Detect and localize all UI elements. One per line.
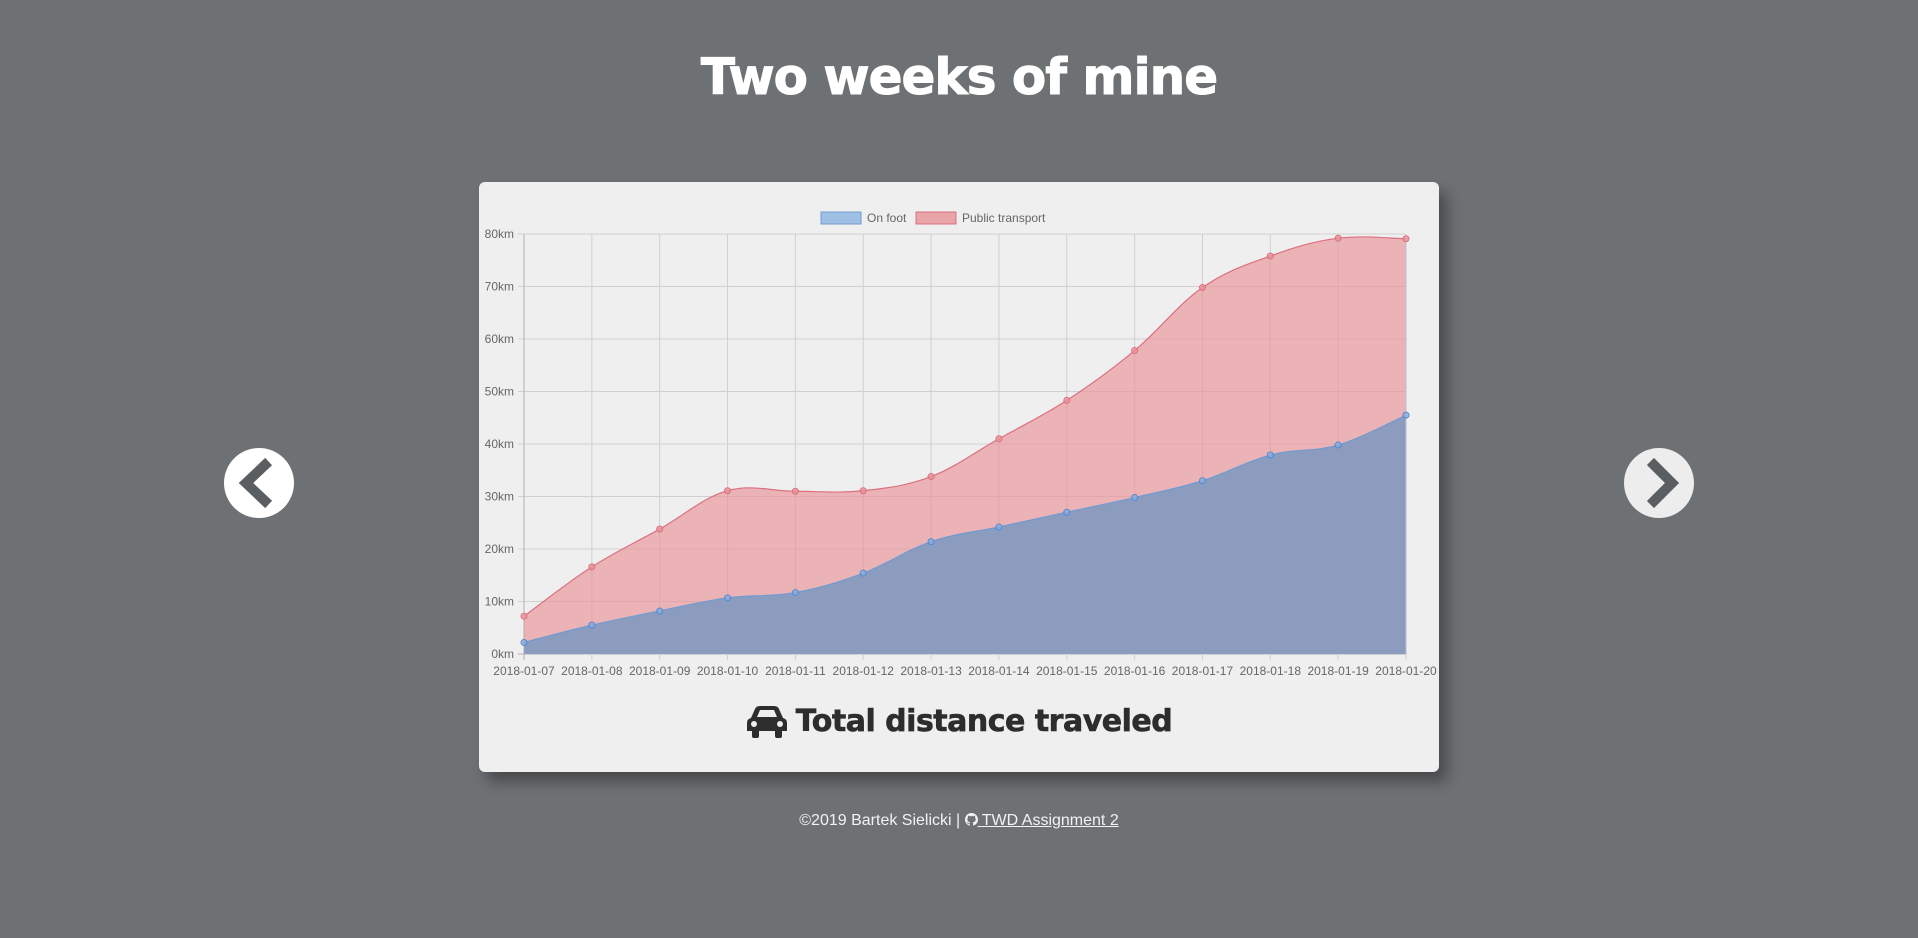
github-icon xyxy=(964,813,978,826)
x-tick-label: 2018-01-09 xyxy=(629,664,691,678)
x-tick-label: 2018-01-19 xyxy=(1307,664,1369,678)
chevron-right-icon xyxy=(1646,457,1680,509)
data-point-on-foot xyxy=(724,594,732,602)
x-tick-label: 2018-01-07 xyxy=(493,664,555,678)
data-point-on-foot xyxy=(927,538,935,546)
data-point-on-foot xyxy=(1063,508,1071,516)
data-point-public-transport xyxy=(1402,235,1410,243)
x-tick-label: 2018-01-14 xyxy=(968,664,1030,678)
y-tick-label: 10km xyxy=(485,595,514,609)
footer-repo-link[interactable]: TWD Assignment 2 xyxy=(964,812,1119,829)
x-tick-label: 2018-01-18 xyxy=(1240,664,1302,678)
chevron-left-icon xyxy=(238,457,273,509)
data-point-on-foot xyxy=(791,589,799,597)
y-tick-label: 30km xyxy=(485,490,514,504)
chart-legend: On foot Public transport xyxy=(820,211,1046,225)
data-point-public-transport xyxy=(724,487,732,495)
x-tick-label: 2018-01-08 xyxy=(561,664,623,678)
data-point-public-transport xyxy=(1198,284,1206,292)
data-point-public-transport xyxy=(1334,234,1342,242)
data-point-public-transport xyxy=(1063,396,1071,404)
data-point-public-transport xyxy=(859,487,867,495)
data-point-public-transport xyxy=(588,563,596,571)
data-point-on-foot xyxy=(1198,477,1206,485)
chart-caption-text: Total distance traveled xyxy=(795,704,1173,740)
page-title: Two weeks of mine xyxy=(700,48,1218,107)
data-point-on-foot xyxy=(588,621,596,629)
x-tick-label: 2018-01-12 xyxy=(833,664,895,678)
next-chart-button[interactable] xyxy=(1624,448,1694,518)
car-icon xyxy=(746,706,787,738)
data-point-on-foot xyxy=(859,569,867,577)
data-point-public-transport xyxy=(656,525,664,533)
data-point-on-foot xyxy=(520,638,528,646)
data-point-on-foot xyxy=(1131,494,1139,502)
data-point-on-foot xyxy=(1334,441,1342,449)
x-tick-label: 2018-01-17 xyxy=(1172,664,1234,678)
y-tick-label: 50km xyxy=(485,385,514,399)
x-tick-label: 2018-01-15 xyxy=(1036,664,1098,678)
series-line-on-foot xyxy=(523,414,1407,644)
footer-repo-link-text: TWD Assignment 2 xyxy=(981,812,1119,829)
x-tick-label: 2018-01-20 xyxy=(1375,664,1437,678)
y-tick-label: 40km xyxy=(485,437,514,451)
y-tick-label: 70km xyxy=(485,280,514,294)
data-point-on-foot xyxy=(1402,411,1410,419)
x-tick-label: 2018-01-16 xyxy=(1104,664,1166,678)
data-point-public-transport xyxy=(995,435,1003,443)
data-point-public-transport xyxy=(1266,252,1274,260)
data-point-public-transport xyxy=(791,487,799,495)
data-point-public-transport xyxy=(1131,347,1139,355)
data-point-on-foot xyxy=(656,607,664,615)
data-point-on-foot xyxy=(1266,451,1274,459)
legend-swatch xyxy=(915,211,957,225)
y-tick-label: 60km xyxy=(485,332,514,346)
x-tick-label: 2018-01-10 xyxy=(697,664,759,678)
data-point-public-transport xyxy=(520,612,528,620)
data-point-on-foot xyxy=(995,523,1003,531)
footer-copyright: ©2019 Bartek Sielicki | xyxy=(799,812,961,829)
x-tick-label: 2018-01-11 xyxy=(765,664,826,678)
legend-label: Public transport xyxy=(962,211,1046,225)
previous-chart-button[interactable] xyxy=(224,448,294,518)
footer: ©2019 Bartek Sielicki | TWD Assignment 2 xyxy=(0,811,1918,831)
legend-swatch xyxy=(820,211,862,225)
legend-label: On foot xyxy=(867,211,907,225)
distance-chart: 0km 10km 20km 30km 40km 50km 60km 70km 80km 2018-… xyxy=(485,211,1437,678)
data-point-public-transport xyxy=(927,473,935,481)
y-tick-label: 80km xyxy=(485,227,514,241)
series-area-on-foot xyxy=(524,415,1406,654)
y-tick-label: 0km xyxy=(491,647,514,661)
x-tick-label: 2018-01-13 xyxy=(900,664,962,678)
chart-caption: Total distance traveled xyxy=(479,702,1439,742)
y-tick-label: 20km xyxy=(485,542,514,556)
chart-card: 0km 10km 20km 30km 40km 50km 60km 70km 80km 2018-… xyxy=(479,182,1439,772)
